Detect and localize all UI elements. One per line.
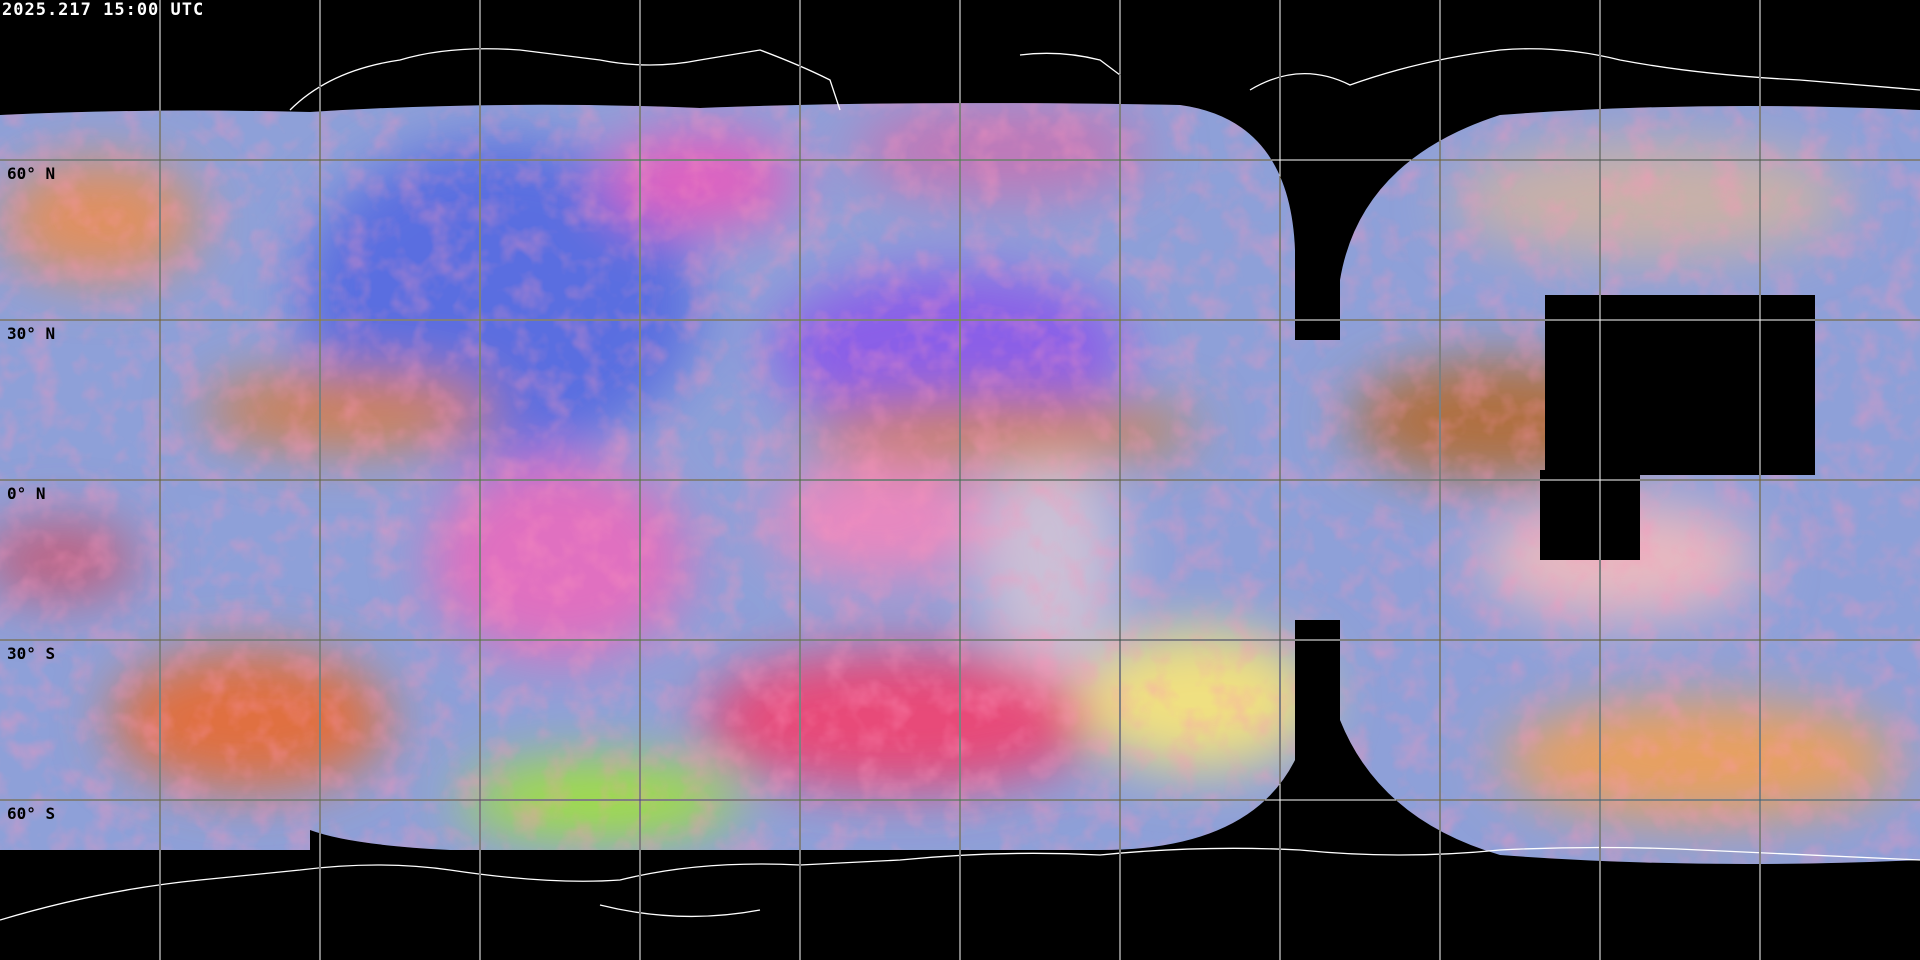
lat-label-60s: 60° S <box>7 804 56 823</box>
lat-label-60n: 60° N <box>7 164 56 183</box>
lat-label-30s: 30° S <box>7 644 56 663</box>
lat-label-0n: 0° N <box>7 484 46 503</box>
lat-label-30n: 30° N <box>7 324 56 343</box>
coastlines <box>0 48 1920 921</box>
timestamp-title: 2025.217 15:00 UTC <box>2 0 205 20</box>
no-data-regions <box>1295 295 1815 860</box>
